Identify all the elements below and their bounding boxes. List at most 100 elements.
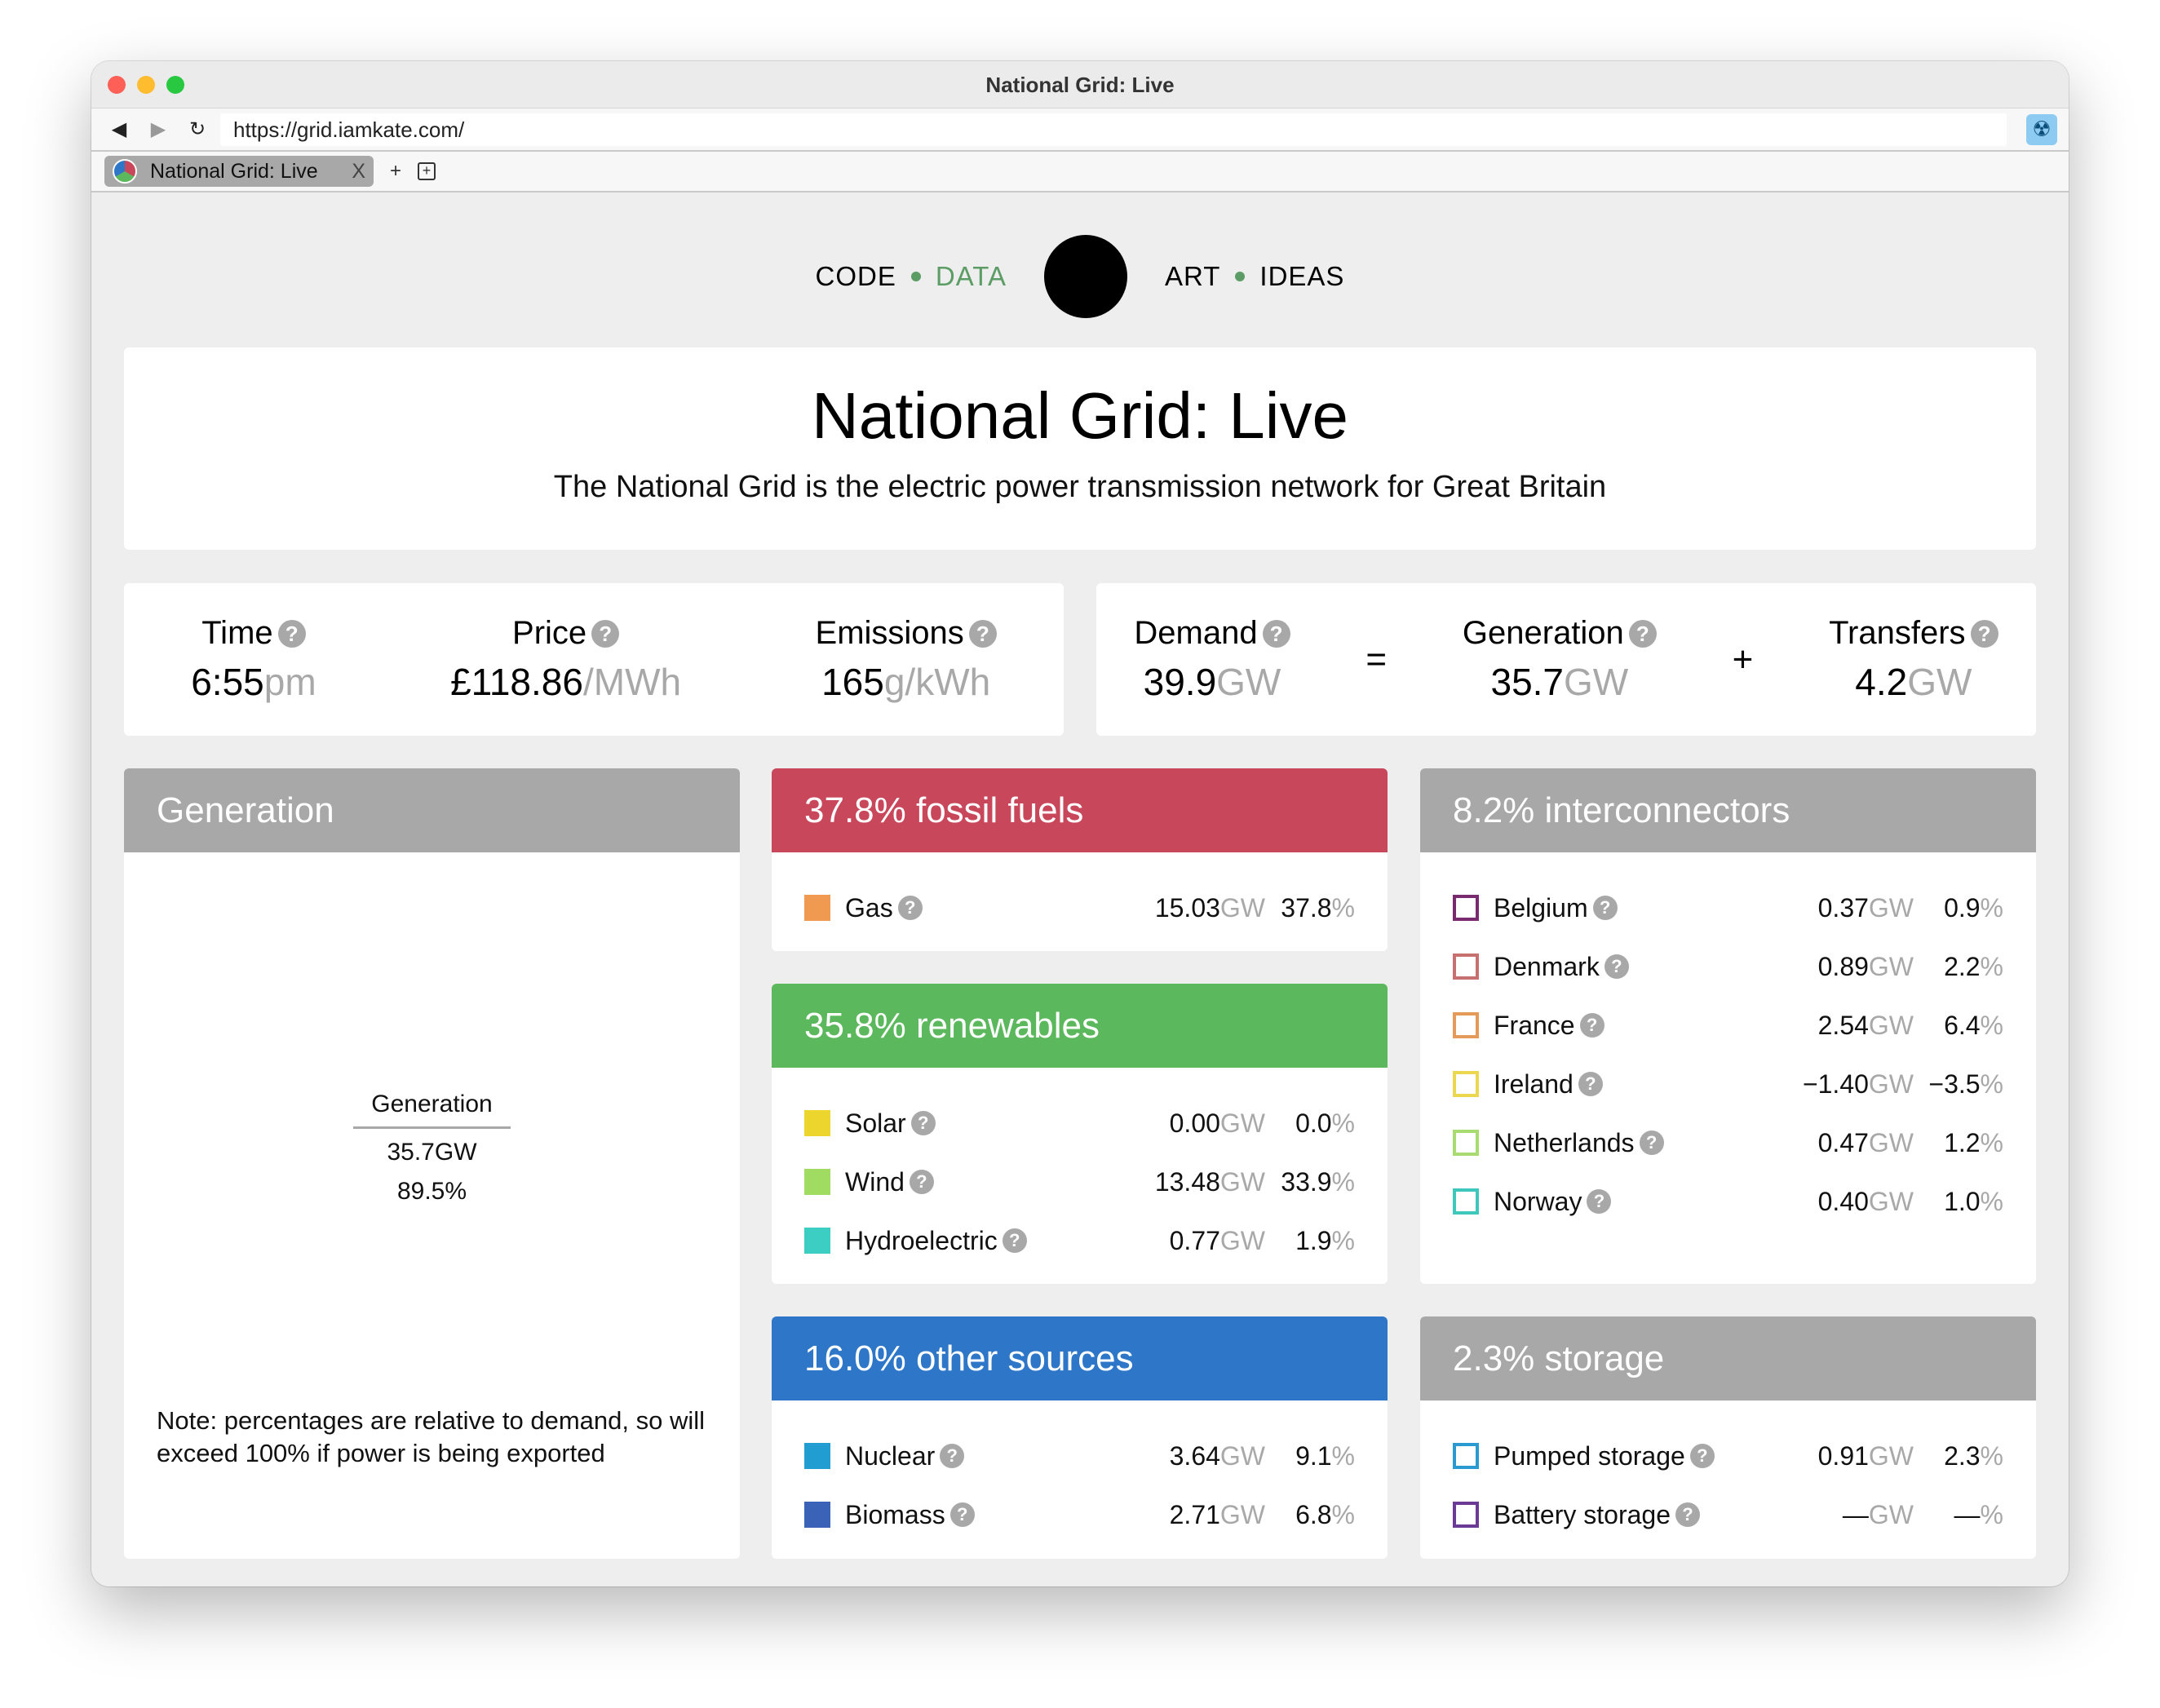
- help-icon[interactable]: ?: [1592, 896, 1618, 920]
- pct-unit: %: [1980, 951, 2003, 981]
- stat-value: 4.2: [1855, 661, 1908, 703]
- stat-emissions: Emissions? 165g/kWh: [816, 615, 997, 704]
- stat-unit: GW: [1216, 661, 1281, 703]
- color-swatch: [804, 1228, 830, 1254]
- gw-unit: GW: [1868, 1186, 1914, 1216]
- help-icon[interactable]: ?: [1639, 1131, 1664, 1155]
- source-name: Ireland: [1494, 1069, 1574, 1099]
- source-gw: 13.48: [1154, 1166, 1220, 1197]
- stats-card-left: Time? 6:55pm Price? £118.86/MWh Emission…: [124, 583, 1064, 736]
- source-name: Denmark: [1494, 951, 1600, 981]
- color-swatch: [804, 1443, 830, 1469]
- source-name: Battery storage: [1494, 1499, 1671, 1529]
- help-icon[interactable]: ?: [591, 619, 620, 648]
- stat-label: Transfers: [1829, 615, 1966, 651]
- nav-code[interactable]: CODE: [815, 261, 896, 291]
- title-card: National Grid: Live The National Grid is…: [124, 347, 2036, 550]
- fossil-fuels-panel: 37.8% fossil fuels Gas? 15.03GW 37.8%: [772, 768, 1388, 951]
- window-title: National Grid: Live: [985, 73, 1175, 97]
- stat-label: Time: [201, 615, 273, 651]
- help-icon[interactable]: ?: [897, 896, 923, 920]
- source-row: Norway? 0.40GW 1.0%: [1420, 1172, 2036, 1231]
- source-row: Hydroelectric? 0.77GW 1.9%: [772, 1211, 1388, 1270]
- forward-icon[interactable]: ▶: [150, 118, 166, 140]
- help-icon[interactable]: ?: [968, 619, 997, 648]
- plus-sign: +: [1732, 639, 1754, 679]
- pct-unit: %: [1980, 1069, 2003, 1099]
- radiation-extension-icon[interactable]: ☢: [2026, 113, 2057, 145]
- nav-data[interactable]: DATA: [935, 261, 1007, 291]
- nav-art[interactable]: ART: [1165, 261, 1221, 291]
- pct-unit: %: [1980, 1127, 2003, 1157]
- help-icon[interactable]: ?: [1970, 619, 1998, 648]
- source-row: Denmark? 0.89GW 2.2%: [1420, 937, 2036, 996]
- help-icon[interactable]: ?: [1689, 1444, 1715, 1468]
- source-name: Norway: [1494, 1186, 1582, 1216]
- gw-unit: GW: [1868, 1010, 1914, 1040]
- minimize-window-button[interactable]: [137, 76, 155, 94]
- gw-unit: GW: [1219, 1166, 1265, 1197]
- help-icon[interactable]: ?: [909, 1170, 934, 1194]
- help-icon[interactable]: ?: [910, 1111, 936, 1135]
- gw-unit: GW: [1219, 892, 1265, 923]
- source-pct: 0.9: [1944, 892, 1981, 923]
- help-icon[interactable]: ?: [1262, 619, 1290, 648]
- back-icon[interactable]: ◀: [111, 118, 127, 140]
- help-icon[interactable]: ?: [1002, 1228, 1027, 1253]
- help-icon[interactable]: ?: [1628, 619, 1657, 648]
- stat-generation: Generation? 35.7GW: [1463, 615, 1657, 704]
- source-gw: 0.37: [1817, 892, 1869, 923]
- nav-ideas[interactable]: IDEAS: [1259, 261, 1345, 291]
- help-icon[interactable]: ?: [949, 1502, 975, 1527]
- source-name: Nuclear: [845, 1440, 936, 1471]
- source-gw: 0.47: [1817, 1127, 1869, 1157]
- zoom-window-button[interactable]: [166, 76, 184, 94]
- close-window-button[interactable]: [108, 76, 126, 94]
- pct-unit: %: [1980, 1186, 2003, 1216]
- new-tab-button[interactable]: +: [390, 160, 402, 182]
- color-swatch: [804, 895, 830, 921]
- gw-unit: GW: [1219, 1440, 1265, 1471]
- help-icon[interactable]: ?: [940, 1444, 965, 1468]
- source-row: Wind? 13.48GW 33.9%: [772, 1153, 1388, 1211]
- help-icon[interactable]: ?: [1604, 954, 1629, 979]
- favicon-icon: [113, 159, 137, 184]
- source-row: Biomass? 2.71GW 6.8%: [772, 1485, 1388, 1544]
- pct-unit: %: [1331, 892, 1355, 923]
- stat-label: Demand: [1134, 615, 1258, 651]
- color-swatch: [1453, 1502, 1479, 1528]
- new-tab-group-button[interactable]: +: [418, 162, 436, 180]
- stat-value: 35.7: [1490, 661, 1565, 703]
- color-swatch: [1453, 1012, 1479, 1038]
- color-swatch: [1453, 1130, 1479, 1156]
- stat-label: Generation: [1462, 615, 1624, 651]
- source-pct: 0.0: [1295, 1108, 1332, 1138]
- tab-close-icon[interactable]: X: [352, 159, 365, 183]
- help-icon[interactable]: ?: [1675, 1502, 1700, 1527]
- site-logo[interactable]: [1044, 235, 1127, 318]
- address-bar[interactable]: https://grid.iamkate.com/: [220, 113, 2007, 146]
- source-row: Belgium? 0.37GW 0.9%: [1420, 878, 2036, 937]
- reload-icon[interactable]: ↻: [188, 118, 206, 140]
- tab-bar: National Grid: Live X + +: [91, 152, 2069, 192]
- help-icon[interactable]: ?: [277, 619, 306, 648]
- other-sources-panel: 16.0% other sources Nuclear? 3.64GW 9.1%…: [772, 1316, 1388, 1559]
- nav-separator: [910, 272, 921, 281]
- pct-unit: %: [1331, 1225, 1355, 1255]
- source-row: Pumped storage? 0.91GW 2.3%: [1420, 1427, 2036, 1485]
- help-icon[interactable]: ?: [1578, 1072, 1603, 1096]
- stat-transfers: Transfers? 4.2GW: [1829, 615, 1998, 704]
- stat-demand: Demand? 39.9GW: [1134, 615, 1290, 704]
- pct-unit: %: [1980, 892, 2003, 923]
- stat-value: 6:55: [191, 661, 264, 703]
- tab-national-grid[interactable]: National Grid: Live X: [104, 156, 374, 187]
- panel-header: Generation: [124, 768, 740, 852]
- source-name: Hydroelectric: [845, 1225, 998, 1255]
- gw-unit: GW: [1868, 1127, 1914, 1157]
- source-pct: 1.9: [1295, 1225, 1332, 1255]
- gw-unit: GW: [1868, 1069, 1914, 1099]
- help-icon[interactable]: ?: [1579, 1013, 1605, 1038]
- panel-header: 37.8% fossil fuels: [772, 768, 1388, 852]
- help-icon[interactable]: ?: [1587, 1189, 1612, 1214]
- gw-unit: GW: [1868, 1499, 1914, 1529]
